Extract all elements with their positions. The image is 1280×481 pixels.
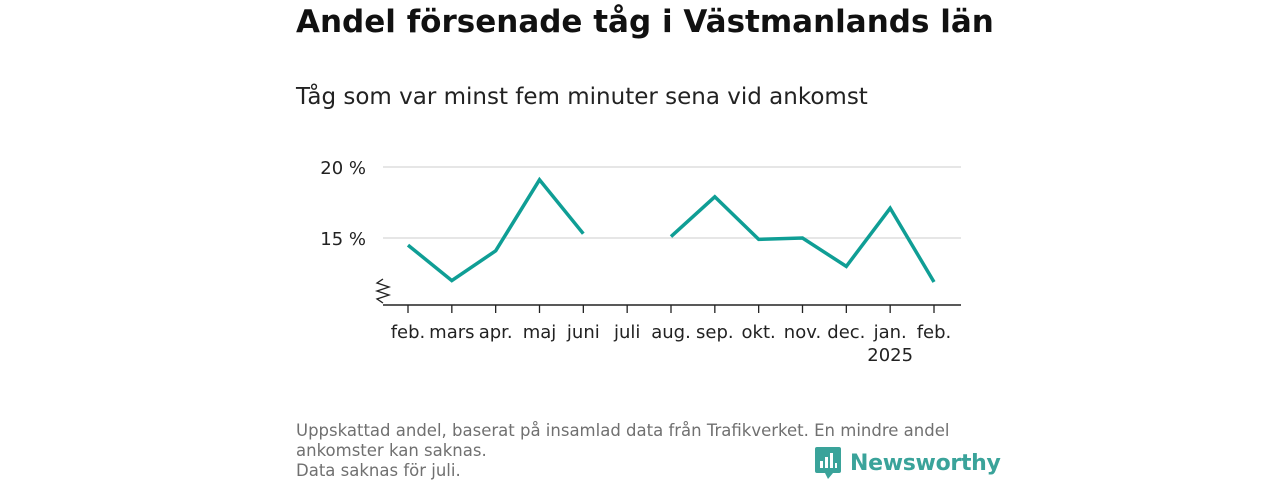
x-tick-label: mars <box>429 322 474 343</box>
x-tick-label: feb. <box>917 322 952 343</box>
series-lines <box>406 176 936 283</box>
chart-subtitle: Tåg som var minst fem minuter sena vid a… <box>296 84 868 110</box>
y-tick-label: 15 % <box>320 229 366 250</box>
grid-lines <box>383 166 961 239</box>
y-axis: 15 % 20 % <box>320 158 392 304</box>
x-tick-label: feb. <box>391 322 426 343</box>
y-tick-label: 20 % <box>320 158 366 179</box>
footnote-line-3: Data saknas för juli. <box>296 461 461 480</box>
x-tick-label: apr. <box>479 322 513 343</box>
footnote-line-2: ankomster kan saknas. <box>296 441 487 460</box>
x-tick-label: nov. <box>784 322 821 343</box>
series-line-segment <box>406 176 585 283</box>
footnote-line-1: Uppskattad andel, baserat på insamlad da… <box>296 421 950 440</box>
x-tick-label: jan. <box>873 322 907 343</box>
chart-title: Andel försenade tåg i Västmanlands län <box>296 4 994 40</box>
x-tick-label: juni <box>566 322 600 343</box>
line-chart: 15 %20 % feb. mars apr. maj juni juli aug. sep.… <box>320 158 961 366</box>
brand-logo: Newsworthy <box>814 446 1001 480</box>
x-axis: feb. mars apr. maj juni juli aug. sep. okt. nov. d… <box>383 304 961 366</box>
x-tick-label: okt. <box>742 322 776 343</box>
newsworthy-logo-icon <box>815 447 841 479</box>
brand-name: Newsworthy <box>850 450 1001 476</box>
x-tick-label: sep. <box>696 322 734 343</box>
axis-break-icon <box>374 278 392 304</box>
x-tick-sublabel: 2025 <box>867 345 913 366</box>
series-line-segment <box>669 194 936 283</box>
x-tick-label: dec. <box>827 322 865 343</box>
x-tick-label: juli <box>613 322 640 343</box>
x-tick-label: aug. <box>651 322 691 343</box>
x-tick-label: maj <box>523 322 557 343</box>
